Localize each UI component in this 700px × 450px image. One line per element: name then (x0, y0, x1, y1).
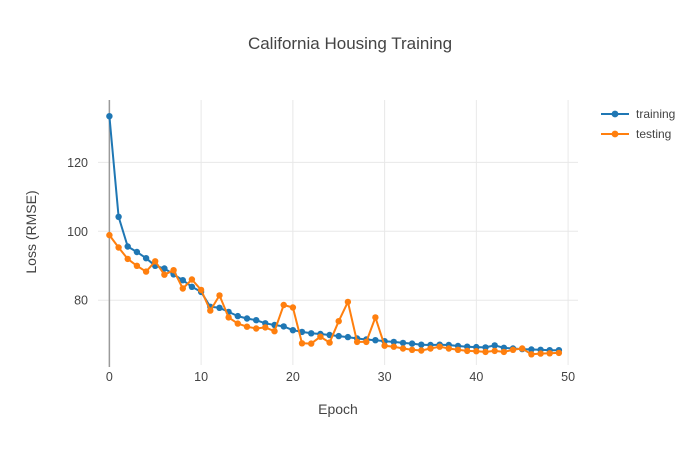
training-data-point[interactable] (234, 312, 241, 320)
training-data-point[interactable] (289, 327, 297, 334)
testing-data-point[interactable] (519, 345, 526, 352)
testing-data-point[interactable] (188, 276, 196, 283)
training-data-point[interactable] (124, 243, 131, 250)
testing-data-point[interactable] (344, 298, 352, 306)
testing-data-point[interactable] (298, 340, 306, 347)
testing-data-point[interactable] (464, 347, 471, 355)
testing-line-icon (601, 130, 629, 138)
testing-data-point[interactable] (500, 348, 508, 356)
training-data-point[interactable] (372, 337, 379, 344)
testing-data-point[interactable] (243, 323, 251, 330)
x-tick-label: 0 (106, 370, 113, 384)
testing-data-point[interactable] (253, 325, 260, 332)
testing-data-point[interactable] (308, 340, 315, 347)
testing-data-point[interactable] (317, 333, 324, 340)
testing-data-point[interactable] (445, 345, 452, 352)
testing-data-point[interactable] (326, 339, 333, 346)
training-data-point[interactable] (142, 255, 150, 262)
testing-data-point[interactable] (225, 314, 232, 321)
y-axis-title: Loss (RMSE) (23, 190, 39, 274)
testing-data-point[interactable] (436, 343, 443, 350)
x-tick-label: 50 (561, 370, 575, 384)
legend-label-testing: testing (636, 127, 672, 141)
testing-data-point[interactable] (142, 268, 150, 275)
legend-item-testing[interactable]: testing (600, 124, 675, 144)
training-data-point[interactable] (308, 330, 315, 337)
training-series-line[interactable] (108, 115, 560, 352)
training-data-point[interactable] (399, 339, 407, 347)
testing-data-point[interactable] (418, 347, 425, 354)
training-data-point[interactable] (106, 113, 113, 120)
testing-data-point[interactable] (390, 343, 397, 350)
testing-data-point[interactable] (473, 348, 480, 355)
training-data-point[interactable] (161, 265, 168, 272)
legend-label-training: training (636, 107, 676, 121)
training-data-point[interactable] (418, 341, 425, 348)
training-data-point[interactable] (243, 315, 251, 322)
testing-data-point[interactable] (491, 347, 498, 355)
x-tick-label: 20 (286, 370, 300, 384)
training-line-icon (601, 110, 629, 118)
training-data-point[interactable] (390, 338, 397, 346)
training-data-point[interactable] (253, 317, 260, 324)
testing-data-point[interactable] (271, 328, 278, 335)
y-tick-label: 120 (67, 156, 88, 170)
training-data-point[interactable] (482, 344, 489, 351)
testing-data-point[interactable] (555, 349, 563, 357)
training-data-point[interactable] (408, 340, 416, 347)
testing-data-point[interactable] (280, 301, 287, 309)
testing-data-point[interactable] (482, 348, 489, 356)
testing-data-point[interactable] (408, 346, 416, 353)
testing-data-point[interactable] (106, 231, 113, 239)
x-tick-label: 10 (194, 370, 208, 384)
testing-data-point[interactable] (216, 292, 223, 299)
testing-data-point[interactable] (197, 286, 205, 294)
testing-data-point[interactable] (133, 262, 141, 269)
training-data-point[interactable] (188, 283, 196, 290)
testing-data-point[interactable] (454, 346, 462, 353)
legend-item-training[interactable]: training (600, 104, 675, 124)
x-tick-label: 40 (469, 370, 483, 384)
testing-data-point[interactable] (161, 271, 168, 278)
testing-data-point[interactable] (234, 320, 241, 327)
testing-data-point[interactable] (363, 338, 370, 346)
testing-data-point[interactable] (537, 350, 544, 357)
training-data-point[interactable] (528, 346, 535, 353)
testing-data-point[interactable] (399, 345, 407, 352)
y-tick-label: 100 (67, 225, 88, 239)
testing-data-point[interactable] (528, 351, 535, 358)
testing-data-point[interactable] (115, 244, 122, 251)
x-axis-title: Epoch (318, 401, 358, 417)
legend: training testing (600, 104, 675, 144)
x-tick-label: 30 (378, 370, 392, 384)
testing-data-point[interactable] (170, 267, 177, 274)
training-data-point[interactable] (344, 333, 352, 341)
testing-data-point[interactable] (372, 314, 379, 321)
testing-data-point[interactable] (381, 342, 388, 349)
testing-data-point[interactable] (152, 258, 159, 265)
training-data-point[interactable] (335, 332, 342, 340)
testing-data-point[interactable] (509, 346, 517, 353)
testing-data-point[interactable] (262, 324, 269, 331)
testing-data-point[interactable] (124, 255, 131, 263)
testing-data-point[interactable] (289, 304, 297, 311)
testing-data-point[interactable] (546, 350, 553, 357)
training-data-point[interactable] (280, 323, 287, 330)
training-data-point[interactable] (133, 248, 141, 256)
testing-data-point[interactable] (353, 338, 361, 346)
chart-title: California Housing Training (247, 34, 453, 53)
training-data-point[interactable] (216, 304, 223, 311)
testing-data-point[interactable] (427, 345, 434, 352)
training-data-point[interactable] (179, 277, 186, 284)
y-tick-label: 80 (74, 294, 88, 308)
testing-data-point[interactable] (335, 318, 342, 325)
testing-data-point[interactable] (207, 307, 214, 314)
training-data-point[interactable] (115, 213, 122, 220)
training-data-point[interactable] (491, 342, 498, 349)
testing-data-point[interactable] (179, 285, 186, 292)
